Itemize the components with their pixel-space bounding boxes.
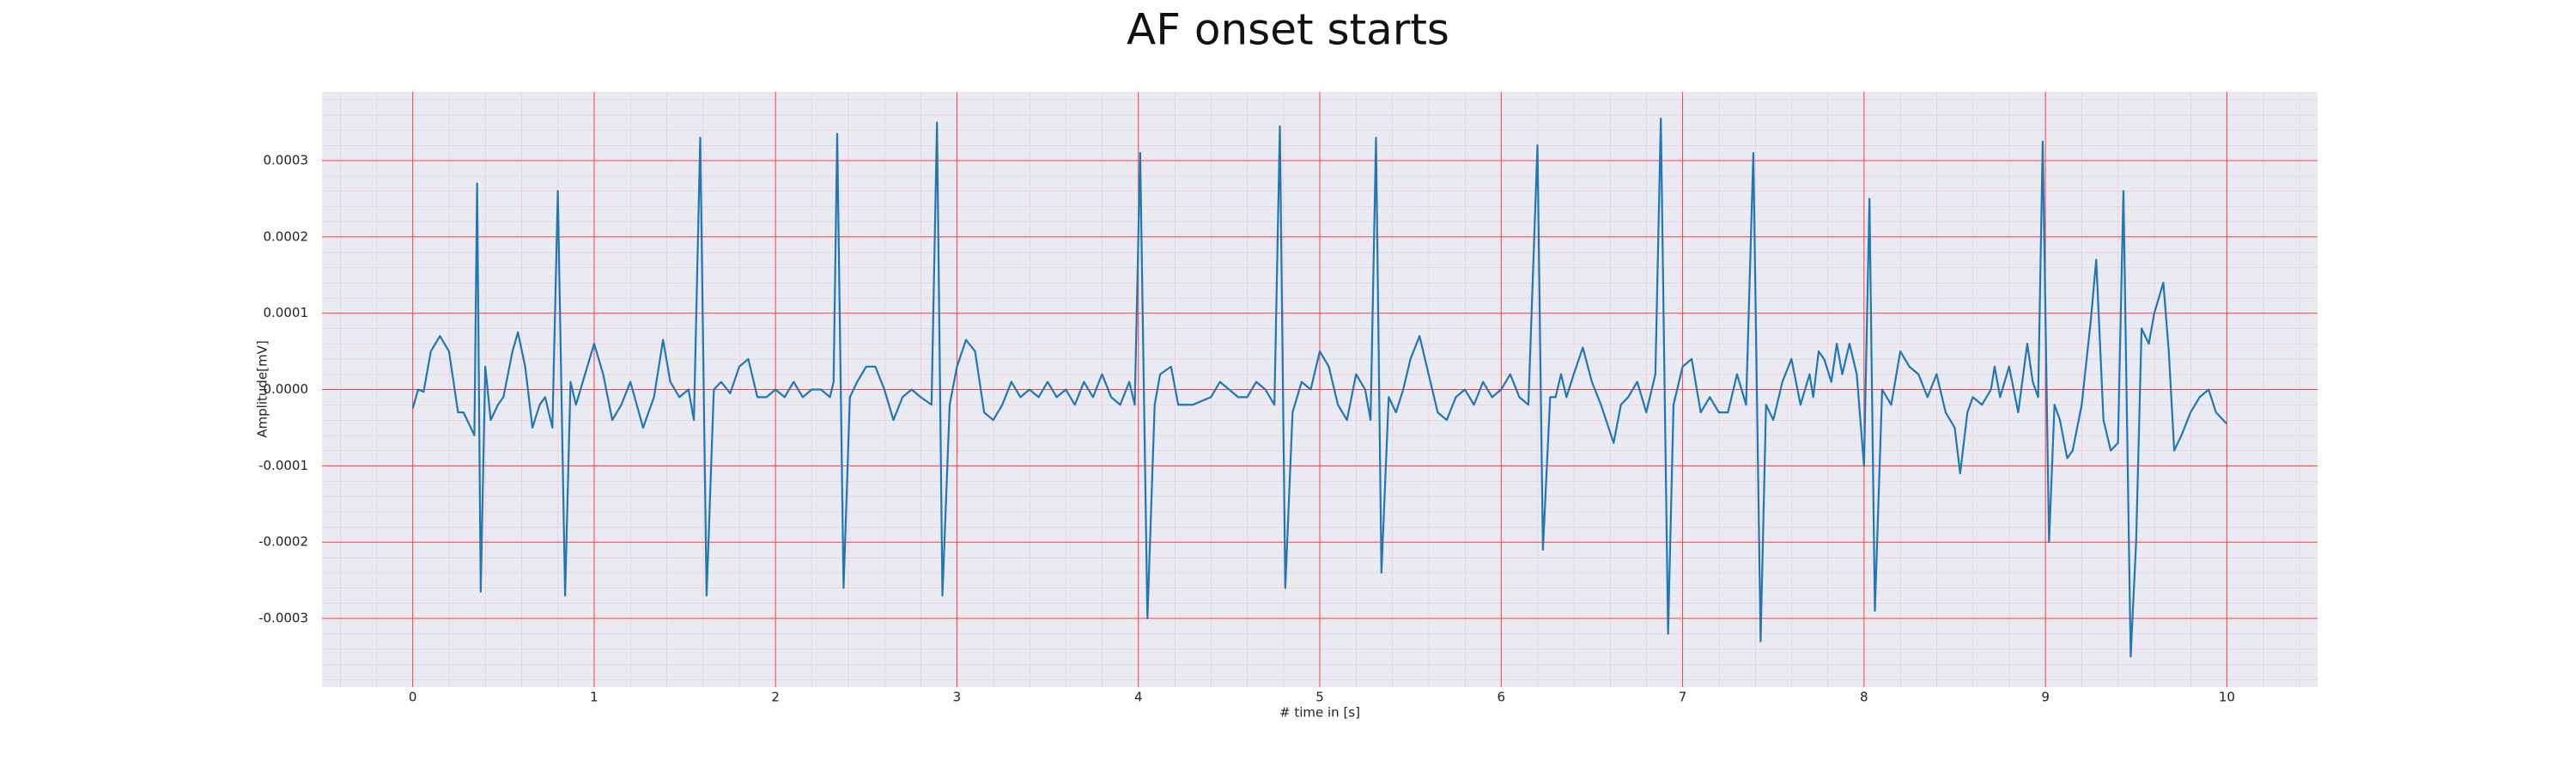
y-axis-label: Amplitude[mV] (255, 340, 270, 437)
x-tick-label: 7 (1679, 690, 1687, 705)
x-tick-label: 6 (1497, 690, 1505, 705)
x-tick-label: 5 (1315, 690, 1324, 705)
x-tick-label: 1 (590, 690, 598, 705)
x-tick-label: 9 (2041, 690, 2050, 705)
chart-title: AF onset starts (1127, 5, 1449, 55)
x-tick-label: 10 (2219, 690, 2235, 705)
x-tick-label: 4 (1134, 690, 1143, 705)
y-tick-label: -0.0001 (258, 458, 308, 473)
x-tick-label: 2 (771, 690, 780, 705)
x-tick-label: 0 (409, 690, 417, 705)
y-tick-label: 0.0001 (264, 305, 309, 320)
y-tick-label: -0.0002 (258, 534, 308, 550)
y-tick-label: 0.0002 (264, 228, 309, 244)
x-tick-label: 8 (1860, 690, 1868, 705)
x-axis-label: # time in [s] (1279, 705, 1360, 721)
x-tick-label: 3 (953, 690, 962, 705)
y-tick-label: -0.0003 (258, 611, 308, 626)
ecg-line (411, 118, 2228, 658)
y-tick-label: 0.0000 (264, 381, 309, 397)
y-tick-label: 0.0003 (264, 152, 309, 167)
